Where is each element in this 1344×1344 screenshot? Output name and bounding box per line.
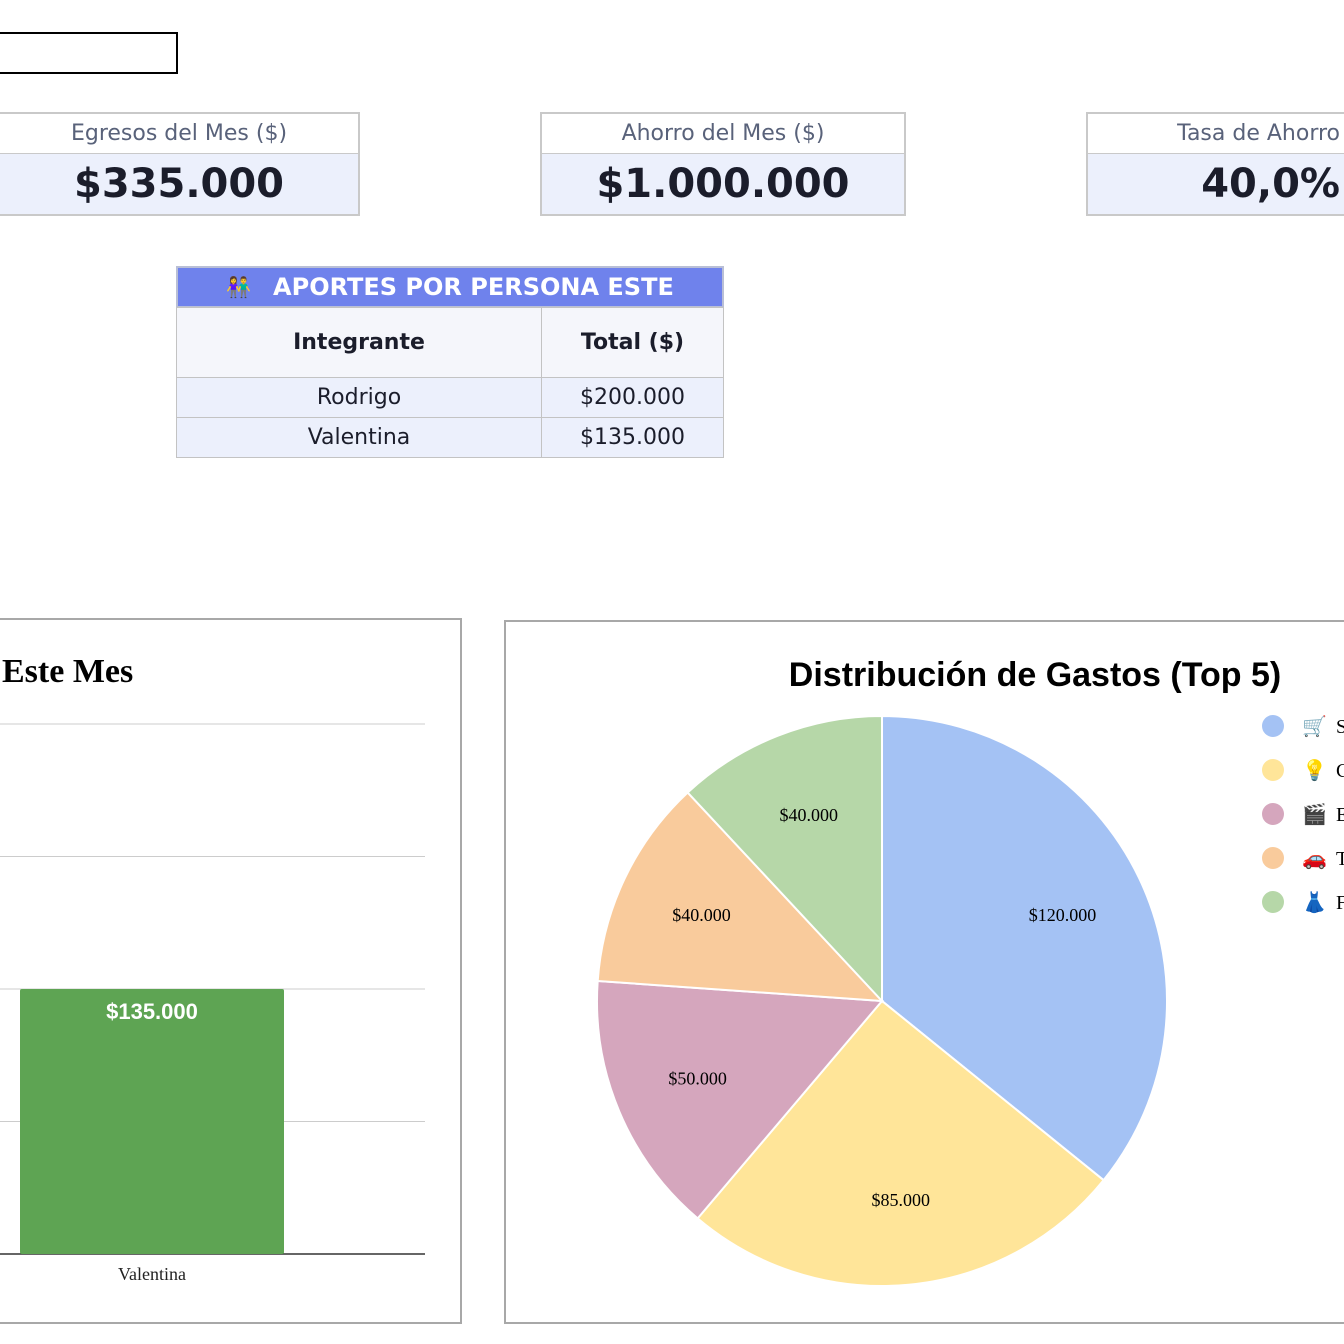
pie-slice-label: $85.000	[871, 1190, 930, 1210]
legend-item[interactable]: 👗 F	[1262, 890, 1344, 914]
legend-swatch	[1262, 891, 1284, 913]
pie-slice[interactable]	[881, 714, 1168, 1182]
top-input[interactable]	[0, 32, 178, 74]
kpi-ahorro-label: Ahorro del Mes ($)	[540, 112, 906, 154]
kpi-egresos-label: Egresos del Mes ($)	[0, 112, 360, 154]
pie-chart-labels: $120.000 $85.000 $50.000 $40.000 $40.000	[668, 805, 1096, 1210]
legend-label: E	[1336, 804, 1344, 826]
legend-swatch	[1262, 759, 1284, 781]
legend-emoji-icon: 🎬	[1302, 802, 1327, 826]
pie-slice-label: $40.000	[672, 905, 731, 925]
pie-slice[interactable]	[686, 714, 883, 1004]
pie-chart-legend[interactable]: 🛒 S💡 C🎬 E🚗 T👗 F	[1262, 714, 1344, 914]
bar-chart-marks: $135.000 Valentina	[20, 989, 284, 1284]
legend-item[interactable]: 🚗 T	[1262, 846, 1344, 870]
pie-slice[interactable]	[596, 979, 885, 1220]
bar-chart-bar[interactable]	[20, 989, 284, 1254]
pie-slice-label: $120.000	[1029, 905, 1097, 925]
legend-label: C	[1336, 760, 1344, 782]
legend-item[interactable]: 🎬 E	[1262, 802, 1344, 826]
aportes-title: APORTES POR PERSONA ESTE	[273, 273, 674, 301]
legend-label: F	[1336, 892, 1344, 914]
row-name-rodrigo: Rodrigo	[176, 377, 542, 418]
legend-swatch	[1262, 803, 1284, 825]
bar-chart-svg: Este Mes $135.000 Valentina	[0, 653, 425, 1284]
legend-emoji-icon: 🛒	[1302, 714, 1327, 738]
kpi-ahorro-value: $1.000.000	[540, 153, 906, 216]
bar-chart-data-label: $135.000	[106, 999, 198, 1024]
pie-slice-label: $50.000	[668, 1069, 727, 1089]
legend-label: S	[1336, 716, 1344, 738]
col-header-integrante: Integrante	[176, 307, 542, 378]
legend-swatch	[1262, 847, 1284, 869]
legend-label: T	[1336, 848, 1344, 870]
legend-item[interactable]: 🛒 S	[1262, 714, 1344, 738]
pie-slice[interactable]	[596, 791, 885, 1003]
pie-chart-slices	[596, 714, 1168, 1287]
kpi-tasa-value: 40,0%	[1086, 153, 1344, 216]
legend-item[interactable]: 💡 C	[1262, 758, 1344, 782]
kpi-tasa-label: Tasa de Ahorro	[1086, 112, 1344, 154]
pie-chart-svg: Distribución de Gastos (Top 5) $120.000$…	[596, 656, 1344, 1287]
col-header-total: Total ($)	[541, 307, 724, 378]
pie-slice-label: $40.000	[779, 805, 838, 825]
legend-emoji-icon: 🚗	[1302, 846, 1327, 870]
row-name-valentina: Valentina	[176, 417, 542, 458]
pie-slice[interactable]	[696, 999, 1106, 1287]
legend-swatch	[1262, 715, 1284, 737]
pie-chart-title: Distribución de Gastos (Top 5)	[789, 656, 1281, 694]
aportes-header: 👫 APORTES POR PERSONA ESTE	[176, 266, 724, 308]
bar-chart-title: Este Mes	[2, 653, 133, 690]
kpi-egresos-value: $335.000	[0, 153, 360, 216]
legend-emoji-icon: 💡	[1302, 758, 1327, 782]
row-total-valentina: $135.000	[541, 417, 724, 458]
couple-icon: 👫	[226, 275, 252, 299]
row-total-rodrigo: $200.000	[541, 377, 724, 418]
legend-emoji-icon: 👗	[1302, 890, 1327, 914]
bar-chart-category-label: Valentina	[118, 1264, 186, 1284]
